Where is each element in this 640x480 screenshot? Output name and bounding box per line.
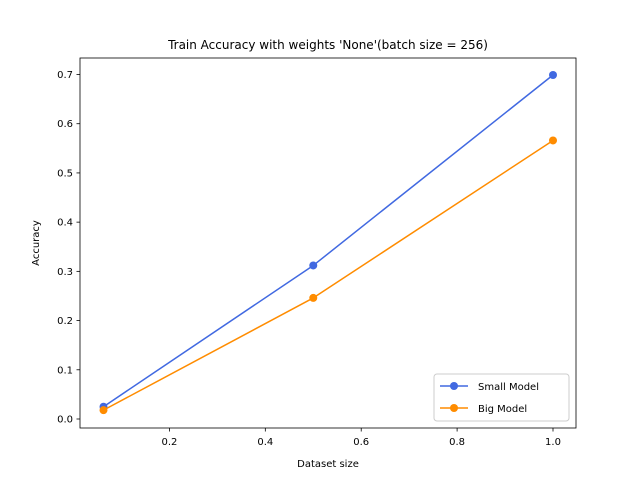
x-tick-label-4: 1.0 <box>545 437 561 448</box>
y-tick-label-2: 0.2 <box>57 316 73 327</box>
data-point-1-1 <box>309 293 318 302</box>
x-axis-label: Dataset size <box>297 459 359 470</box>
legend-label-0: Small Model <box>478 382 539 393</box>
y-tick-label-5: 0.5 <box>57 168 73 179</box>
legend: Small Model Big Model <box>433 373 570 422</box>
legend-label-1: Big Model <box>478 404 527 415</box>
y-tick-label-3: 0.3 <box>57 267 73 278</box>
data-point-1-2 <box>549 136 557 145</box>
x-tick-label-0: 0.2 <box>161 437 177 448</box>
chart-title: Train Accuracy with weights 'None'(batch… <box>167 38 488 52</box>
plot-area: 0.2 0.4 0.6 0.8 1.0 0.0 0.1 0.2 0.3 0.4 0.5 0.6 0.7 <box>57 57 577 448</box>
y-tick-label-6: 0.6 <box>57 119 73 130</box>
data-point-0-2 <box>549 70 557 79</box>
axes-frame <box>79 57 577 429</box>
data-point-1-0 <box>99 406 108 415</box>
legend-marker-0 <box>450 382 458 390</box>
y-tick-label-1: 0.1 <box>57 365 73 376</box>
x-tick-label-2: 0.6 <box>353 437 369 448</box>
y-tick-label-7: 0.7 <box>57 70 73 81</box>
y-axis-label: Accuracy <box>31 220 42 266</box>
y-tick-label-0: 0.0 <box>57 415 73 426</box>
y-tick-label-4: 0.4 <box>57 218 73 229</box>
x-tick-label-3: 0.8 <box>449 437 465 448</box>
x-tick-label-1: 0.4 <box>257 437 273 448</box>
legend-marker-1 <box>450 404 458 412</box>
data-point-0-1 <box>309 261 318 270</box>
